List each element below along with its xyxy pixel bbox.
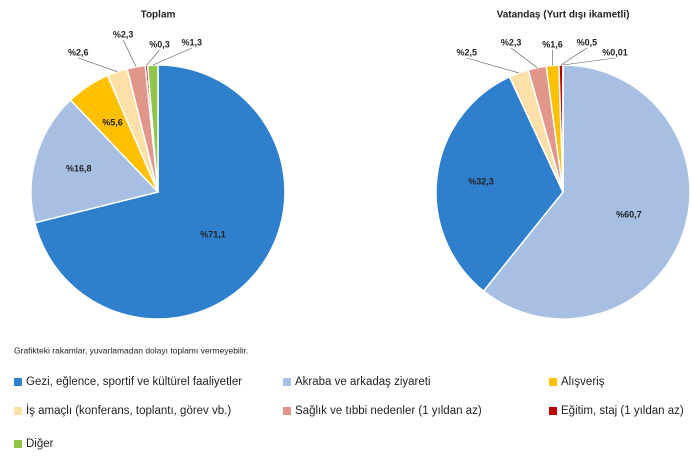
legend-swatch <box>549 378 557 386</box>
leader-line <box>467 58 519 73</box>
slice-label: %2,5 <box>456 47 477 57</box>
slice-label: %32,3 <box>468 176 494 186</box>
slice-label: %2,6 <box>68 47 89 57</box>
legend-label: Alışveriş <box>561 376 605 388</box>
legend-label: Eğitim, staj (1 yıldan az) <box>561 405 684 417</box>
legend-swatch <box>283 407 291 415</box>
legend-label: Gezi, eğlence, sportif ve kültürel faali… <box>26 376 242 388</box>
legend-label: İş amaçlı (konferans, toplantı, görev vb… <box>26 404 231 417</box>
leader-line <box>123 40 136 67</box>
slice-label: %2,3 <box>113 29 134 39</box>
slice-label: %2,3 <box>501 37 522 47</box>
slice-label: %1,6 <box>542 39 563 49</box>
chart-title: Vatandaş (Yurt dışı ikametli) <box>497 10 630 21</box>
leader-line <box>511 48 537 68</box>
slice-label: %1,3 <box>182 37 203 47</box>
leader-line <box>78 58 117 72</box>
note: Grafikteki rakamlar, yuvarlamadan dolayı… <box>14 345 248 355</box>
slice-label: %5,6 <box>102 118 123 128</box>
legend-label: Sağlık ve tıbbi nedenler (1 yıldan az) <box>295 405 482 417</box>
legend-swatch <box>14 407 22 415</box>
legend-swatch <box>14 378 22 386</box>
legend-swatch <box>283 378 291 386</box>
legend-swatch <box>549 407 557 415</box>
slice-label: %0,01 <box>602 47 628 57</box>
slice-label: %71,1 <box>200 229 226 239</box>
legend-swatch <box>14 440 22 448</box>
legend-label: Diğer <box>26 438 54 450</box>
slice-label: %16,8 <box>66 163 92 173</box>
legend-label: Akraba ve arkadaş ziyareti <box>295 376 431 388</box>
slice-label: %60,7 <box>616 210 642 220</box>
slice-label: %0,5 <box>577 37 598 47</box>
slice-label: %0,3 <box>149 39 170 49</box>
chart-title: Toplam <box>141 10 176 21</box>
leader-line <box>563 58 615 65</box>
